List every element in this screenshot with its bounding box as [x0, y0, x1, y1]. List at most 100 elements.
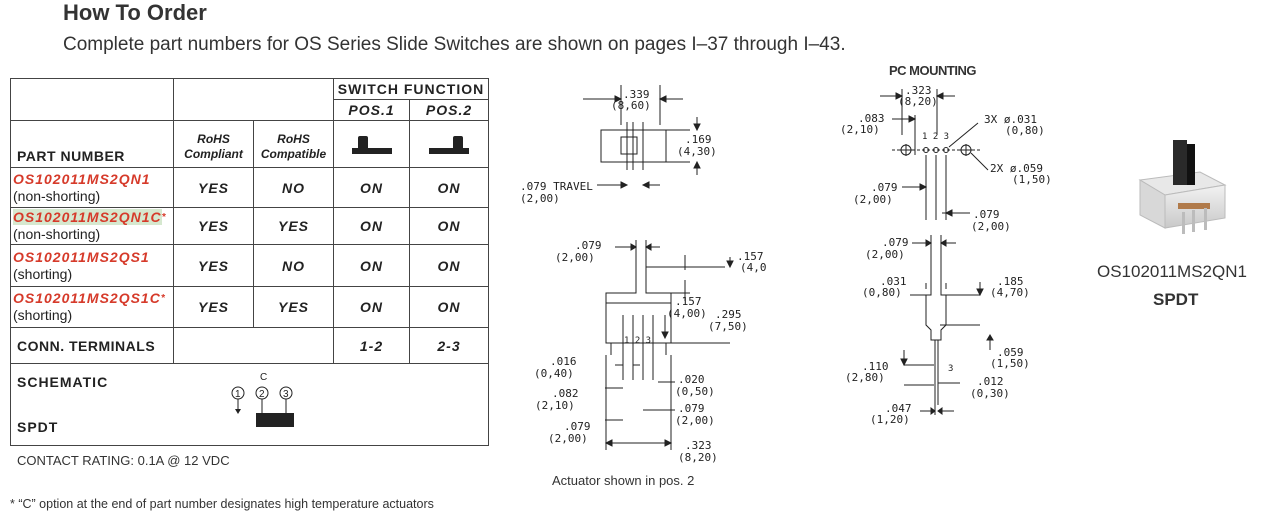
- d4-dim-012-mm: (0,30): [970, 387, 1010, 400]
- dim-339: .339: [623, 88, 650, 101]
- dim-157b: .157: [675, 295, 702, 308]
- pc-dim-079b: .079: [973, 208, 1000, 221]
- switch-function-header: SWITCH FUNCTION: [333, 78, 489, 100]
- pc-mounting-labels: .323 (8,20) .083 (2,10) 3X ø.031 (0,80) …: [840, 84, 1052, 426]
- pc-dim-083: .083: [858, 112, 885, 125]
- rohs-compatible-value: NO: [253, 167, 334, 208]
- dim-295-mm: (7,50): [708, 320, 748, 333]
- schematic-pin3: 3: [283, 389, 290, 400]
- schematic-pin1: 1: [235, 389, 242, 400]
- d4-dim-031: .031: [880, 275, 907, 288]
- rohs-compliant-value: YES: [173, 286, 254, 328]
- dim-079-mm: (2,00): [555, 251, 595, 264]
- part-number-header: PART NUMBER: [10, 120, 174, 168]
- product-photo: [1138, 140, 1227, 234]
- rohs-compliant-value: YES: [173, 167, 254, 208]
- dim-travel: .079 TRAVEL: [520, 180, 593, 193]
- pin-numbers: 1 2 3: [624, 336, 651, 346]
- d4-dim-110-mm: (2,80): [845, 371, 885, 384]
- pc-hole3: 3X ø.031: [984, 113, 1037, 126]
- part-number: OS102011MS2QN1C: [13, 209, 162, 225]
- pc-hole3-mm: (0,80): [1005, 124, 1045, 137]
- part-description: (shorting): [13, 307, 73, 323]
- pos1-value: ON: [333, 167, 410, 208]
- dim-169: .169: [685, 133, 712, 146]
- pc-dim-083-mm: (2,10): [840, 123, 880, 136]
- dim-082-mm: (2,10): [535, 399, 575, 412]
- rohs-compatible-line2: Compatible: [260, 147, 327, 161]
- dim-016-mm: (0,40): [534, 367, 574, 380]
- pos1-header: POS.1: [333, 99, 410, 121]
- d4-dim-059: .059: [997, 346, 1024, 359]
- actuator-note: Actuator shown in pos. 2: [552, 473, 695, 488]
- pos1-actuator-icon: [333, 120, 410, 168]
- d4-dim-047: .047: [885, 402, 912, 415]
- spdt-label: SPDT: [17, 419, 59, 435]
- drawing-labels: .339 (8,60) .169 (4,30) .079 TRAVEL (2,0…: [520, 88, 767, 464]
- pos2-value: ON: [409, 207, 489, 245]
- dim-169-mm: (4,30): [677, 145, 717, 158]
- contact-rating: CONTACT RATING: 0.1A @ 12 VDC: [17, 453, 230, 468]
- d4-dim-047-mm: (1,20): [870, 413, 910, 426]
- d4-dim-185: .185: [997, 275, 1024, 288]
- conn-terminals-label: CONN. TERMINALS: [10, 327, 174, 364]
- dim-travel-mm: (2,00): [520, 192, 560, 205]
- dim-323: .323: [685, 439, 712, 452]
- footnote-star: *: [160, 293, 166, 304]
- dim-295: .295: [715, 308, 742, 321]
- pos2-value: ON: [409, 286, 489, 328]
- rohs-compliant-header: RoHS Compliant: [173, 120, 254, 168]
- dim-323-mm: (8,20): [678, 451, 718, 464]
- dim-079b: .079: [678, 402, 705, 415]
- part-cell: OS102011MS2QS1C* (shorting): [10, 286, 174, 328]
- page-title: How To Order: [63, 0, 207, 25]
- table-row: OS102011MS2QN1 (non-shorting) YES NO ON …: [10, 167, 489, 208]
- rohs-compatible-header: RoHS Compatible: [253, 120, 334, 168]
- spdt-schematic-icon: C 1 2 3: [231, 372, 294, 427]
- pos2-header: POS.2: [409, 99, 489, 121]
- conn-pos2-value: 2-3: [409, 327, 489, 364]
- pc-mounting-title: PC MOUNTING: [889, 63, 976, 78]
- pos1-value: ON: [333, 286, 410, 328]
- pc-hole2: 2X ø.059: [990, 162, 1043, 175]
- part-cell: OS102011MS2QS1 (shorting): [10, 244, 174, 287]
- rohs-compatible-value: YES: [253, 207, 334, 245]
- rohs-compatible-value: NO: [253, 244, 334, 287]
- dim-157b-mm: (4,00): [667, 307, 707, 320]
- dim-079c-mm: (2,00): [548, 432, 588, 445]
- dim-157a: .157: [737, 250, 764, 263]
- footnote-star: *: [161, 212, 167, 223]
- pos2-actuator-icon: [409, 120, 489, 168]
- rohs-compliant-value: YES: [173, 207, 254, 245]
- pc-hole2-mm: (1,50): [1012, 173, 1052, 186]
- conn-pos1-value: 1-2: [333, 327, 410, 364]
- dim-079c: .079: [564, 420, 591, 433]
- pos1-value: ON: [333, 244, 410, 287]
- pc-pin-numbers: 1 2 3: [922, 132, 949, 142]
- table-row: OS102011MS2QS1 (shorting) YES NO ON ON: [10, 244, 489, 287]
- pos2-value: ON: [409, 167, 489, 208]
- part-cell: OS102011MS2QN1C* (non-shorting): [10, 207, 174, 245]
- d4-dim-031-mm: (0,80): [862, 286, 902, 299]
- d4-dim-110: .110: [862, 360, 889, 373]
- part-number: OS102011MS2QN1: [13, 170, 151, 187]
- product-name: OS102011MS2QN1: [1097, 262, 1247, 281]
- d4-dim-079-mm: (2,00): [865, 248, 905, 261]
- dim-020-mm: (0,50): [675, 385, 715, 398]
- rohs-compliant-value: YES: [173, 244, 254, 287]
- table-row: OS102011MS2QS1C* (shorting) YES YES ON O…: [10, 286, 489, 328]
- d4-dim-079: .079: [882, 236, 909, 249]
- part-description: (shorting): [13, 265, 73, 282]
- d4-dim-059-mm: (1,50): [990, 357, 1030, 370]
- schematic-c-label: C: [260, 372, 268, 383]
- switch-dimension-drawings: .339 (8,60) .169 (4,30) .079 TRAVEL (2,0…: [520, 85, 767, 464]
- rohs-compatible-value: YES: [253, 286, 334, 328]
- pc-dim-079a-mm: (2,00): [853, 193, 893, 206]
- rohs-compliant-line2: Compliant: [184, 147, 243, 161]
- dim-157a-mm: (4,0: [740, 261, 767, 274]
- pc-dim-323: .323: [905, 84, 932, 97]
- rohs-compliant-line1: RoHS: [197, 132, 230, 146]
- order-table: SWITCH FUNCTION POS.1 POS.2 PART NUMBER …: [10, 78, 489, 446]
- d4-dim-185-mm: (4,70): [990, 286, 1030, 299]
- table-row: OS102011MS2QN1C* (non-shorting) YES YES …: [10, 207, 489, 245]
